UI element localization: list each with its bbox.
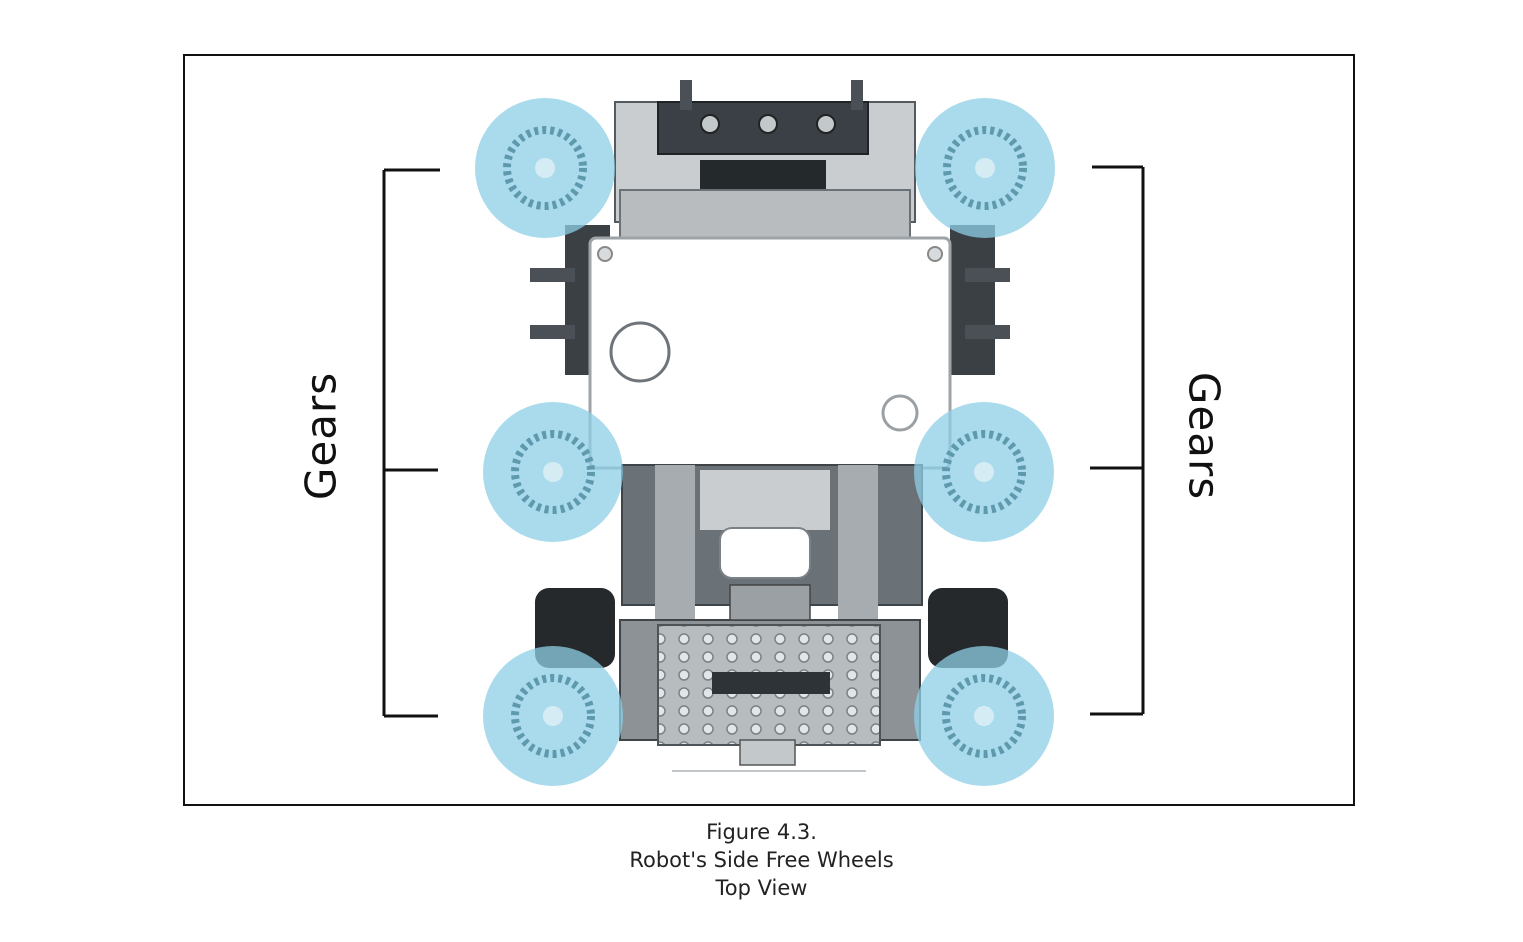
caption-title: Robot's Side Free Wheels: [629, 848, 894, 872]
gear-bottom-left: [483, 646, 623, 786]
top-pin-right: [851, 80, 863, 110]
gear-top-left: [475, 98, 615, 238]
gear-middle-right: [914, 402, 1054, 542]
gears-label-left: Gears: [296, 371, 346, 501]
brick-ring-large: [609, 321, 671, 383]
left-bracket: [382, 168, 440, 718]
top-pin-left: [680, 80, 692, 110]
gears-label-right: Gears: [1179, 371, 1229, 501]
figure-caption: Figure 4.3. Robot's Side Free Wheels Top…: [0, 818, 1523, 902]
gear-middle-left: [483, 402, 623, 542]
caption-view: Top View: [715, 876, 808, 900]
gear-top-right: [915, 98, 1055, 238]
gear-bottom-right: [914, 646, 1054, 786]
right-bracket: [1090, 165, 1145, 716]
central-brick: [588, 236, 952, 470]
right-side-panel: [950, 225, 995, 375]
brick-ring-small: [881, 394, 919, 432]
caption-figure-number: Figure 4.3.: [706, 820, 817, 844]
gear-highlights: [475, 98, 1055, 786]
